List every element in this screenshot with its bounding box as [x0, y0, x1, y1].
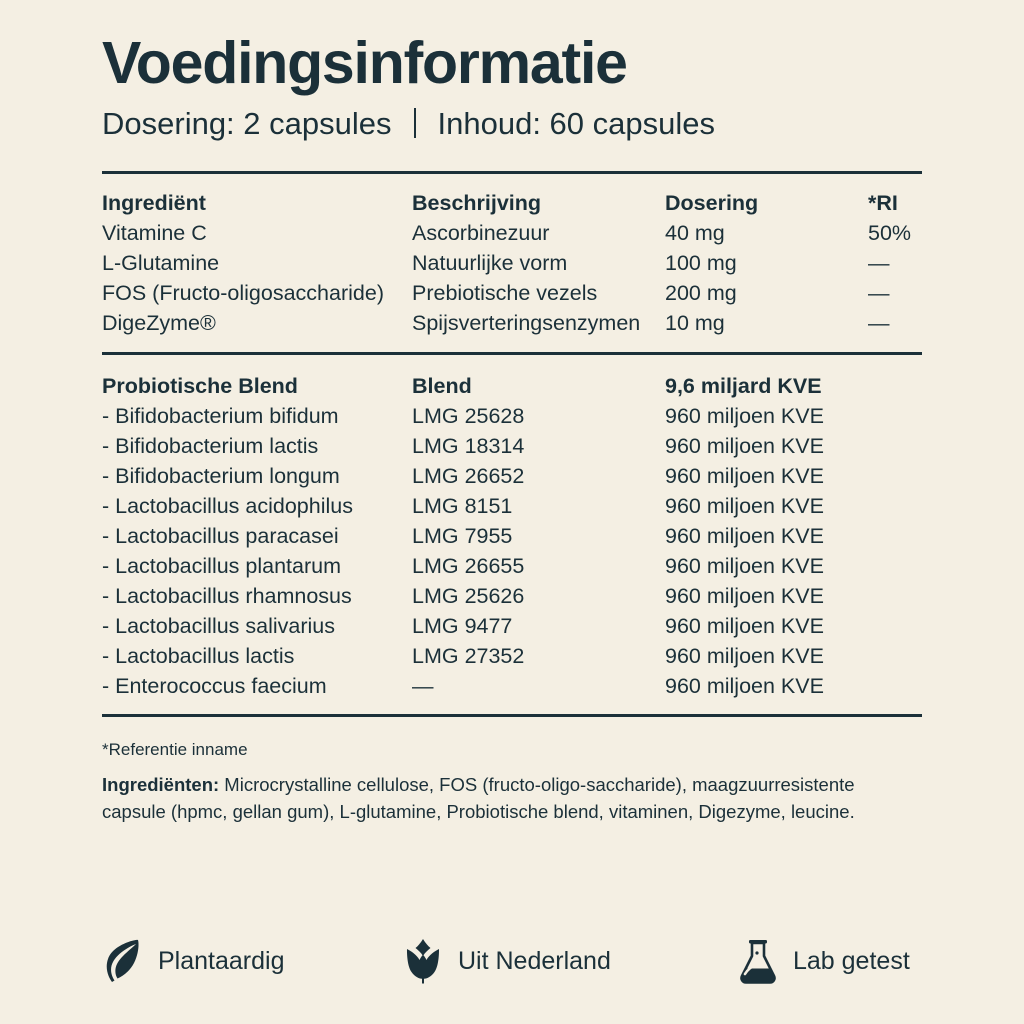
cell-dosage: 40 mg: [665, 220, 725, 245]
cell-strain-name: - Bifidobacterium longum: [102, 463, 340, 488]
column-header-probiotic-blend: Probiotische Blend: [102, 373, 298, 398]
cell-ingredient: FOS (Fructo-oligosaccharide): [102, 280, 384, 305]
header-subtitle: Dosering: 2 capsules Inhoud: 60 capsules: [102, 105, 922, 142]
ri-footnote: *Referentie inname: [102, 739, 248, 759]
cell-strain-cfu: 960 miljoen KVE: [665, 613, 824, 638]
cell-strain-cfu: 960 miljoen KVE: [665, 433, 824, 458]
badge-lab-getest: Lab getest: [737, 935, 922, 987]
nutrition-table: Ingrediënt Beschrijving Dosering *RI Vit…: [102, 188, 922, 338]
page-title: Voedingsinformatie: [102, 30, 628, 96]
ingredients-label: Ingrediënten:: [102, 773, 220, 795]
content-label: Inhoud: 60 capsules: [437, 105, 716, 141]
table-row: - Lactobacillus salivarius LMG 9477 960 …: [102, 611, 922, 641]
cell-strain-name: - Lactobacillus rhamnosus: [102, 583, 352, 608]
cell-strain-code: LMG 8151: [412, 493, 513, 518]
cell-ri: —: [868, 310, 890, 335]
ingredients-paragraph: Ingrediënten: Microcrystalline cellulose…: [102, 771, 922, 827]
cell-strain-cfu: 960 miljoen KVE: [665, 403, 824, 428]
badge-row: Plantaardig Uit Nederland: [102, 935, 922, 987]
leaf-icon: [102, 935, 144, 987]
table-row: DigeZyme® Spijsverteringsenzymen 10 mg —: [102, 308, 922, 338]
cell-strain-cfu: 960 miljoen KVE: [665, 463, 824, 488]
table-row: - Bifidobacterium longum LMG 26652 960 m…: [102, 461, 922, 491]
cell-strain-name: - Lactobacillus salivarius: [102, 613, 336, 638]
cell-strain-name: - Lactobacillus plantarum: [102, 553, 342, 578]
table-row: - Lactobacillus paracasei LMG 7955 960 m…: [102, 521, 922, 551]
cell-strain-name: - Bifidobacterium bifidum: [102, 403, 339, 428]
probiotic-table: Probiotische Blend Blend 9,6 miljard KVE…: [102, 371, 922, 701]
badge-label: Uit Nederland: [458, 946, 611, 975]
table-row: Vitamine C Ascorbinezuur 40 mg 50%: [102, 218, 922, 248]
cell-strain-cfu: 960 miljoen KVE: [665, 553, 824, 578]
cell-dosage: 10 mg: [665, 310, 725, 335]
table-row: FOS (Fructo-oligosaccharide) Prebiotisch…: [102, 278, 922, 308]
cell-strain-cfu: 960 miljoen KVE: [665, 583, 824, 608]
column-header-dosage: Dosering: [665, 190, 759, 215]
cell-ri: 50%: [868, 220, 912, 245]
table-row: - Enterococcus faecium — 960 miljoen KVE: [102, 671, 922, 701]
flask-icon: [737, 935, 779, 987]
cell-ingredient: DigeZyme®: [102, 310, 216, 335]
table-row: - Lactobacillus plantarum LMG 26655 960 …: [102, 551, 922, 581]
table-row: - Bifidobacterium bifidum LMG 25628 960 …: [102, 401, 922, 431]
cell-strain-cfu: 960 miljoen KVE: [665, 493, 824, 518]
column-header-blend: Blend: [412, 373, 472, 398]
divider-bottom: [102, 713, 922, 717]
table-row: L-Glutamine Natuurlijke vorm 100 mg —: [102, 248, 922, 278]
cell-strain-name: - Lactobacillus paracasei: [102, 523, 339, 548]
table-row: - Bifidobacterium lactis LMG 18314 960 m…: [102, 431, 922, 461]
cell-strain-code: LMG 26655: [412, 553, 525, 578]
cell-strain-name: - Enterococcus faecium: [102, 673, 327, 698]
dosage-label: Dosering: 2 capsules: [102, 105, 392, 141]
cell-dosage: 200 mg: [665, 280, 737, 305]
cell-strain-code: LMG 18314: [412, 433, 525, 458]
badge-label: Plantaardig: [158, 946, 285, 975]
cell-strain-code: —: [412, 673, 434, 698]
cell-description: Prebiotische vezels: [412, 280, 598, 305]
column-header-ingredient: Ingrediënt: [102, 190, 206, 215]
divider-top: [102, 170, 922, 174]
cell-strain-code: LMG 27352: [412, 643, 525, 668]
cell-dosage: 100 mg: [665, 250, 737, 275]
column-header-ri: *RI: [868, 190, 898, 215]
header: Voedingsinformatie Dosering: 2 capsules …: [102, 0, 922, 142]
badge-uit-nederland: Uit Nederland: [402, 935, 737, 987]
subtitle-separator: [413, 108, 416, 139]
badge-label: Lab getest: [793, 946, 910, 975]
cell-description: Ascorbinezuur: [412, 220, 550, 245]
cell-description: Spijsverteringsenzymen: [412, 310, 641, 335]
cell-ingredient: Vitamine C: [102, 220, 207, 245]
cell-strain-code: LMG 9477: [412, 613, 513, 638]
cell-strain-cfu: 960 miljoen KVE: [665, 523, 824, 548]
cell-strain-name: - Lactobacillus acidophilus: [102, 493, 353, 518]
table-row: - Lactobacillus acidophilus LMG 8151 960…: [102, 491, 922, 521]
badge-plantaardig: Plantaardig: [102, 935, 402, 987]
cell-strain-cfu: 960 miljoen KVE: [665, 673, 824, 698]
table-row: - Lactobacillus rhamnosus LMG 25626 960 …: [102, 581, 922, 611]
column-header-description: Beschrijving: [412, 190, 542, 215]
cell-strain-name: - Bifidobacterium lactis: [102, 433, 319, 458]
cell-ri: —: [868, 250, 890, 275]
cell-strain-cfu: 960 miljoen KVE: [665, 643, 824, 668]
table-row: - Lactobacillus lactis LMG 27352 960 mil…: [102, 641, 922, 671]
ingredients-text: Microcrystalline cellulose, FOS (fructo-…: [102, 773, 855, 823]
cell-strain-code: LMG 25626: [412, 583, 525, 608]
cell-description: Natuurlijke vorm: [412, 250, 568, 275]
probiotic-header-row: Probiotische Blend Blend 9,6 miljard KVE: [102, 371, 922, 401]
cell-strain-code: LMG 26652: [412, 463, 525, 488]
cell-ri: —: [868, 280, 890, 305]
cell-strain-name: - Lactobacillus lactis: [102, 643, 295, 668]
cell-ingredient: L-Glutamine: [102, 250, 220, 275]
cell-strain-code: LMG 25628: [412, 403, 525, 428]
divider-middle: [102, 351, 922, 355]
cell-strain-code: LMG 7955: [412, 523, 513, 548]
table-header-row: Ingrediënt Beschrijving Dosering *RI: [102, 188, 922, 218]
tulip-icon: [402, 935, 444, 987]
column-header-total-cfu: 9,6 miljard KVE: [665, 373, 822, 398]
